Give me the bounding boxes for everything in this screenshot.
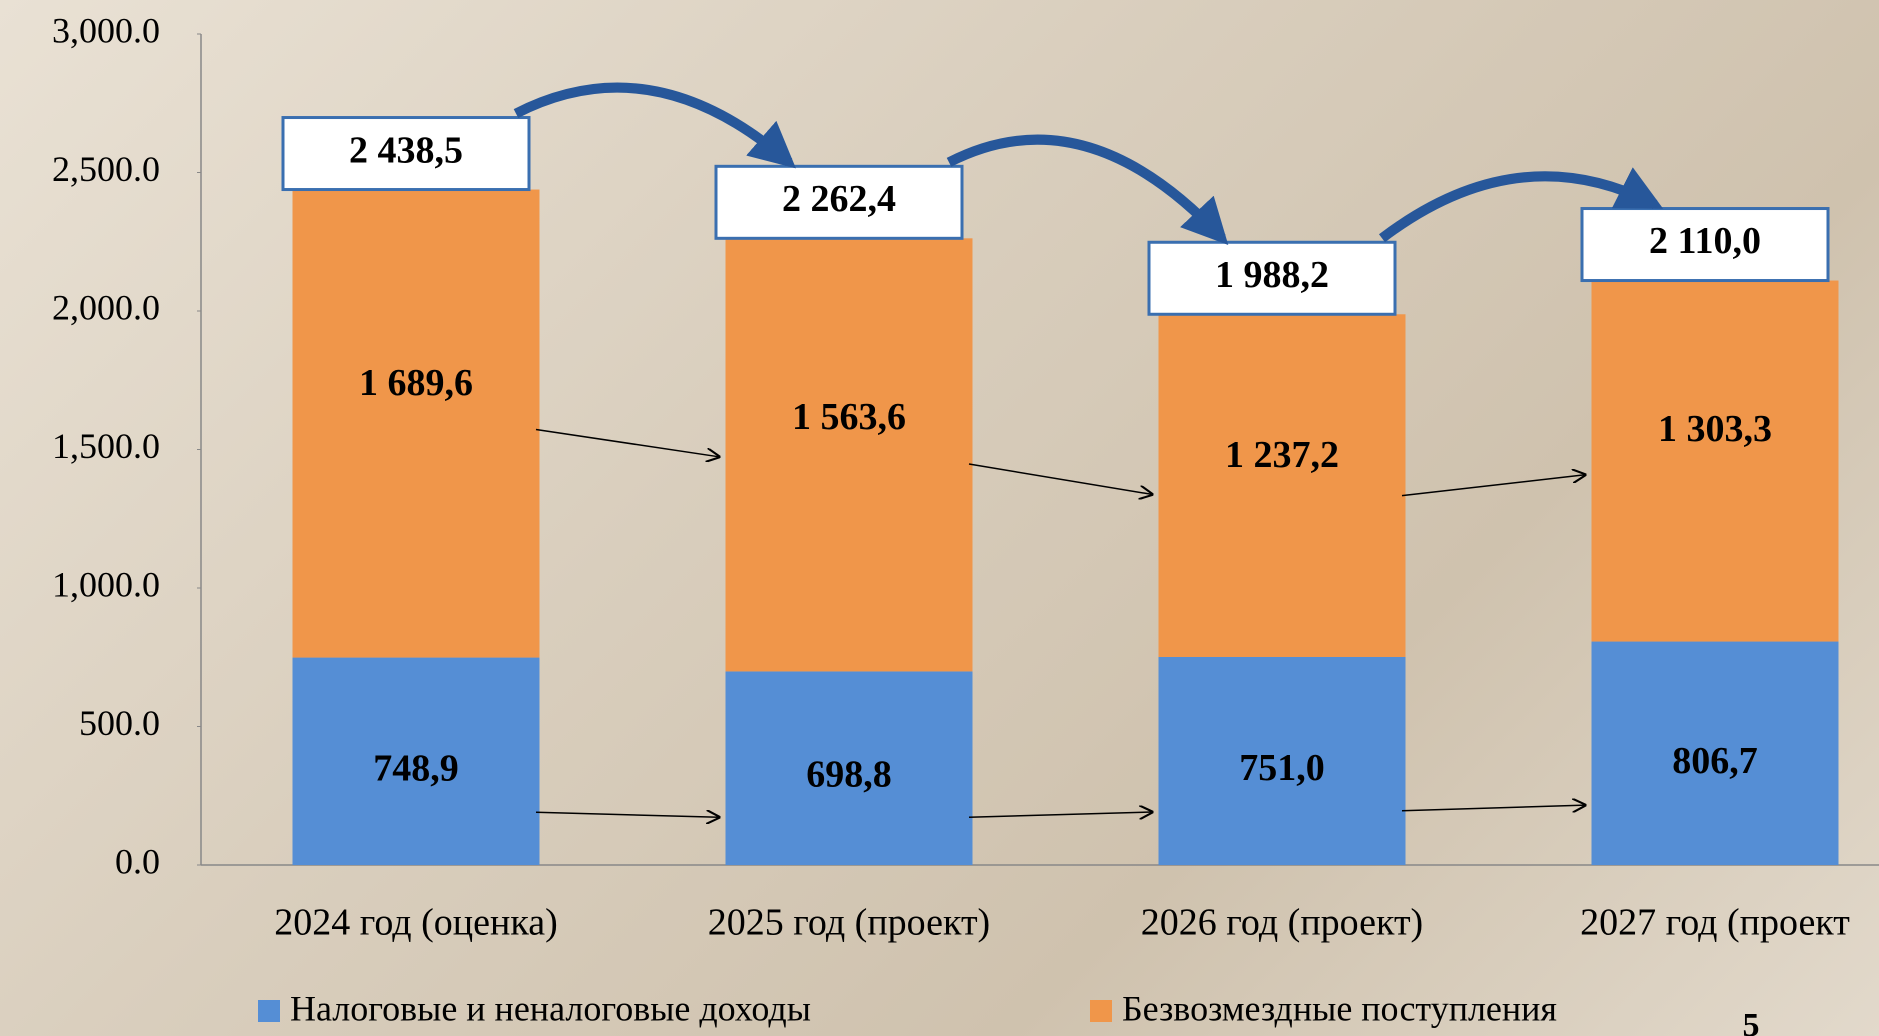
value-label: 1 303,3 (1658, 408, 1772, 450)
value-label: 1 237,2 (1225, 434, 1339, 476)
value-label: 751,0 (1239, 747, 1325, 789)
trend-arrow (1401, 805, 1585, 811)
value-label: 1 563,6 (792, 396, 906, 438)
y-tick-label: 1,000.0 (52, 564, 160, 604)
value-label: 698,8 (806, 754, 892, 796)
bar-segment (725, 671, 973, 865)
y-tick-label: 3,000.0 (52, 10, 160, 50)
legend-swatch (258, 1000, 280, 1022)
trend-arrow (968, 463, 1152, 494)
total-label: 2 438,5 (349, 129, 463, 171)
legend-label: Безвозмездные поступления (1122, 988, 1557, 1028)
y-tick-label: 2,000.0 (52, 287, 160, 327)
trend-arrow (1401, 475, 1585, 497)
total-box (281, 116, 531, 192)
trend-arrow (535, 812, 719, 817)
bar-segment (725, 238, 973, 672)
bar-segment (292, 657, 540, 865)
bar-segment (1591, 280, 1839, 642)
x-tick-label: 2025 год (проект) (708, 902, 990, 944)
total-box (1147, 240, 1397, 316)
value-label: 1 689,6 (359, 362, 473, 404)
change-arrow (1378, 167, 1664, 243)
change-arrow (946, 134, 1229, 245)
total-box (1580, 207, 1830, 283)
bar-segment (1591, 641, 1839, 865)
total-box (714, 164, 964, 240)
total-label: 2 110,0 (1649, 220, 1761, 262)
trend-arrow (968, 812, 1152, 817)
change-arrow (513, 82, 796, 169)
y-tick-label: 1,500.0 (52, 426, 160, 466)
y-tick-label: 0.0 (115, 841, 160, 881)
x-tick-label: 2024 год (оценка) (274, 902, 557, 944)
bar-segment (1158, 656, 1406, 865)
bar-segment (1158, 314, 1406, 657)
bar-segment (292, 189, 540, 658)
value-label: 806,7 (1672, 740, 1758, 782)
x-tick-label: 2026 год (проект) (1141, 902, 1423, 944)
y-tick-label: 2,500.0 (52, 149, 160, 189)
page-number: 5 (1743, 1007, 1760, 1036)
legend-swatch (1090, 1000, 1112, 1022)
x-tick-label: 2027 год (проект (1580, 902, 1850, 944)
total-label: 2 262,4 (782, 178, 896, 220)
total-label: 1 988,2 (1215, 254, 1329, 296)
y-tick-label: 500.0 (79, 703, 160, 743)
trend-arrow (535, 428, 719, 457)
value-label: 748,9 (373, 747, 459, 789)
legend-label: Налоговые и неналоговые доходы (290, 988, 811, 1028)
